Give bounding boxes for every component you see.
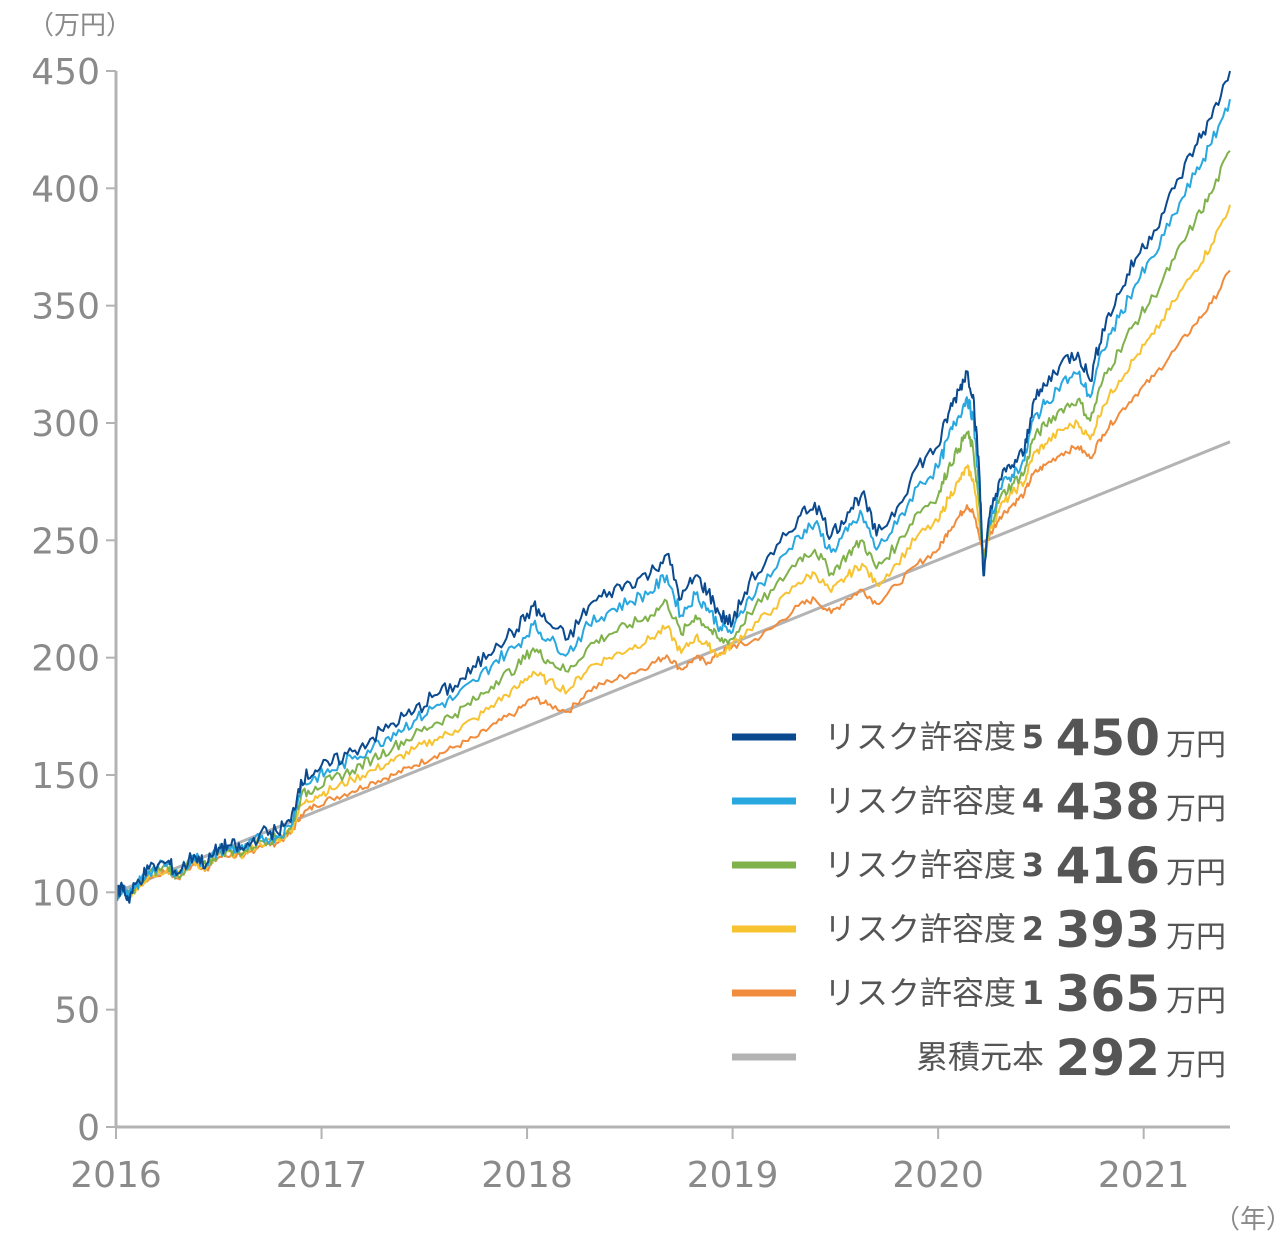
legend-risk-level: 3 [1022,846,1044,884]
legend-value: 450 [1056,709,1160,767]
x-tick-label: 2020 [892,1155,984,1196]
legend-label: リスク許容度 [824,846,1016,884]
legend-label: リスク許容度 [824,910,1016,948]
y-tick-label: 350 [31,287,100,328]
legend-label: リスク許容度 [824,718,1016,756]
legend-unit: 万円 [1166,984,1226,1019]
x-tick-label: 2016 [70,1155,162,1196]
y-tick-label: 100 [31,873,100,914]
y-tick-label: 200 [31,639,100,680]
legend-label: リスク許容度 [824,974,1016,1012]
legend-value: 416 [1056,837,1160,895]
x-unit-label: （年） [1214,1205,1280,1235]
y-tick-label: 300 [31,404,100,445]
y-unit-label: （万円） [28,11,132,41]
legend-value: 292 [1056,1029,1160,1087]
series-line [115,204,1231,902]
series-line [115,99,1231,904]
legend-unit: 万円 [1166,1048,1226,1083]
y-tick-label: 150 [31,756,100,797]
y-tick-label: 400 [31,169,100,210]
legend-value: 438 [1056,773,1160,831]
legend-risk-level: 5 [1022,718,1044,756]
series-lines [115,70,1231,904]
y-axis-ticks: 0 50 100 150 200 250 300 350 400 450 [31,52,116,1149]
y-tick-label: 450 [31,52,100,93]
x-tick-label: 2017 [276,1155,368,1196]
x-tick-label: 2019 [687,1155,779,1196]
series-line [115,70,1231,904]
legend-value: 365 [1056,965,1160,1023]
legend-unit: 万円 [1166,856,1226,891]
x-tick-label: 2018 [481,1155,573,1196]
legend-label: 累積元本 [916,1038,1044,1076]
legend-unit: 万円 [1166,728,1226,763]
legend-unit: 万円 [1166,792,1226,827]
y-tick-label: 0 [77,1108,100,1149]
x-axis-ticks: 2016 2017 2018 2019 2020 2021 [70,1127,1189,1196]
legend-risk-level: 1 [1022,974,1044,1012]
series-line [115,150,1231,899]
legend-unit: 万円 [1166,920,1226,955]
legend-risk-level: 4 [1022,782,1044,820]
axes [114,71,1230,1129]
legend-label: リスク許容度 [824,782,1016,820]
legend-risk-level: 2 [1022,910,1044,948]
y-tick-label: 250 [31,521,100,562]
x-tick-label: 2021 [1098,1155,1190,1196]
y-tick-label: 50 [54,991,100,1032]
legend-value: 393 [1056,901,1160,959]
